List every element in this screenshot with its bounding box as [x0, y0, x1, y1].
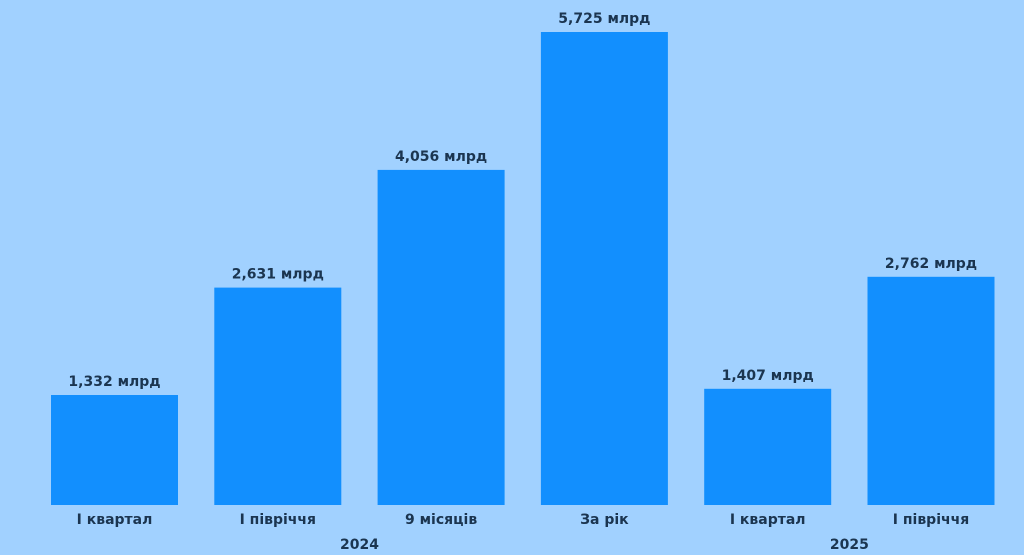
category-label-6: I півріччя	[893, 512, 969, 528]
bar-value-label-1: 1,332 млрд	[68, 374, 160, 390]
bar-2	[214, 287, 342, 505]
category-label-1: I квартал	[77, 512, 153, 528]
bar-value-label-6: 2,762 млрд	[885, 256, 977, 272]
group-label-2024: 2024	[340, 537, 379, 553]
bar-value-label-3: 4,056 млрд	[395, 149, 487, 165]
bar-value-label-4: 5,725 млрд	[558, 11, 650, 27]
bar-value-label-5: 1,407 млрд	[722, 368, 814, 384]
bar-3	[377, 169, 505, 505]
category-label-3: 9 місяців	[405, 512, 477, 528]
category-label-2: I півріччя	[240, 512, 316, 528]
category-label-4: За рік	[580, 512, 629, 528]
category-label-5: I квартал	[730, 512, 806, 528]
bar-1	[51, 395, 178, 505]
bar-value-label-2: 2,631 млрд	[232, 267, 324, 283]
bar-5	[704, 388, 832, 505]
bar-6	[867, 276, 995, 505]
bar-4	[540, 32, 668, 505]
group-label-2025: 2025	[830, 537, 869, 553]
